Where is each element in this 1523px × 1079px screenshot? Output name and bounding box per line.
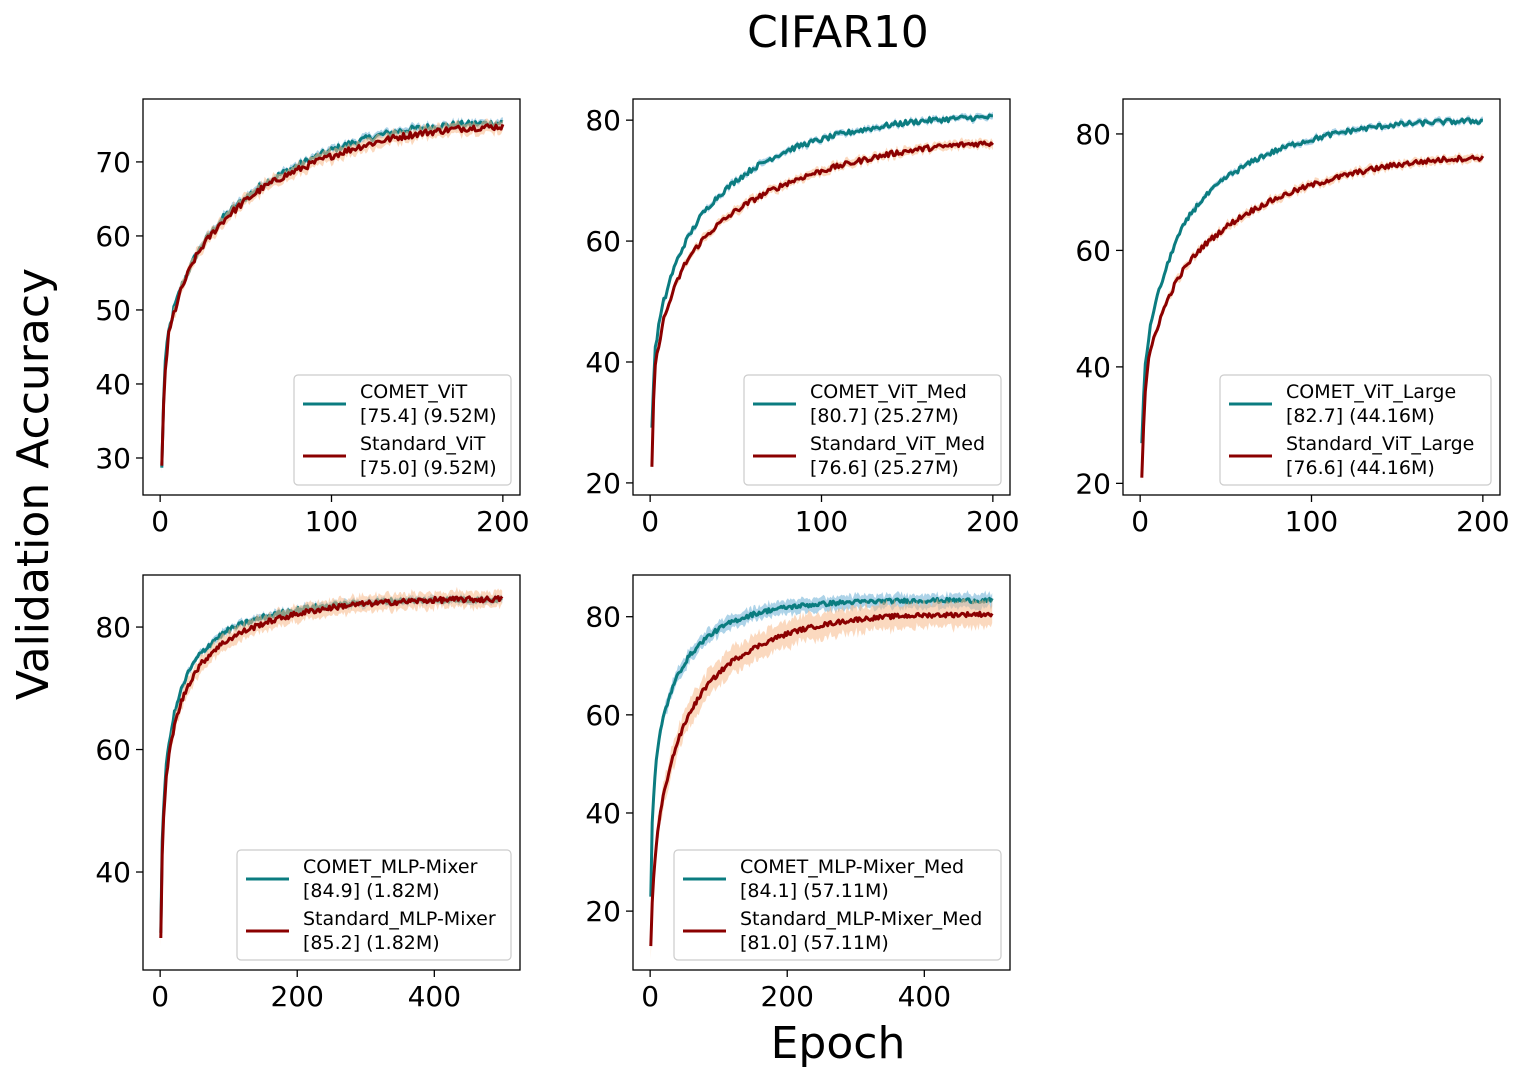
x-tick-label: 100 xyxy=(795,505,848,538)
x-tick-label: 400 xyxy=(408,980,461,1013)
legend-box xyxy=(743,374,1002,486)
subplot-2: 0 100 200 20 40 60 80 COMET_ViT_Med[80.7] (25.2… xyxy=(585,98,1020,538)
legend-label-stats: [85.2] (1.82M) xyxy=(303,932,440,954)
subplot-5: 0 200 400 20 40 60 80 COMET_MLP-Mixer_Med[84.1]… xyxy=(585,574,1011,1013)
x-tick-label: 200 xyxy=(1456,505,1509,538)
plot-area xyxy=(649,590,994,960)
y-tick-label: 70 xyxy=(95,146,131,179)
plot-area xyxy=(650,111,994,473)
subplot-4: 0 200 400 40 60 80 COMET_MLP-Mixer[84.9] (1.82… xyxy=(95,574,521,1013)
x-tick-label: 400 xyxy=(898,980,951,1013)
legend: COMET_ViT[75.4] (9.52M) Standard_ViT[75.0… xyxy=(293,374,512,486)
x-tick-label: 200 xyxy=(761,980,814,1013)
x-tick-label: 200 xyxy=(271,980,324,1013)
legend-label-stats: [75.0] (9.52M) xyxy=(360,457,497,479)
plot-area xyxy=(1140,115,1485,482)
y-tick-label: 60 xyxy=(585,225,621,258)
legend-label-stats: [82.7] (44.16M) xyxy=(1286,405,1435,427)
x-tick-label: 0 xyxy=(641,505,659,538)
legend-label: COMET_MLP-Mixer xyxy=(303,856,478,878)
axes-frame xyxy=(142,574,521,971)
legend-label-stats: [81.0] (57.11M) xyxy=(740,932,889,954)
legend-box xyxy=(1219,374,1492,486)
y-tick-label: 20 xyxy=(1075,467,1111,500)
figure-y-axis-label: Validation Accuracy xyxy=(8,268,59,700)
legend-label-stats: [84.1] (57.11M) xyxy=(740,880,889,902)
y-tick-label: 80 xyxy=(585,104,621,137)
legend-label: Standard_MLP-Mixer xyxy=(303,908,496,930)
y-tick-label: 40 xyxy=(585,797,621,830)
legend-box xyxy=(293,374,512,486)
legend-label-stats: [76.6] (25.27M) xyxy=(810,457,959,479)
y-tick-label: 40 xyxy=(585,346,621,379)
legend-label: COMET_ViT_Large xyxy=(1286,381,1456,403)
legend-label: COMET_ViT_Med xyxy=(810,381,967,403)
legend-label-stats: [76.6] (44.16M) xyxy=(1286,457,1435,479)
figure-x-axis-label: Epoch xyxy=(771,1018,906,1069)
x-tick-label: 200 xyxy=(966,505,1019,538)
legend-box xyxy=(673,849,1002,961)
y-tick-label: 20 xyxy=(585,895,621,928)
axes-frame xyxy=(632,574,1011,971)
x-tick-label: 0 xyxy=(1131,505,1149,538)
x-tick-label: 100 xyxy=(1285,505,1338,538)
y-tick-label: 20 xyxy=(585,467,621,500)
y-tick-label: 40 xyxy=(1075,351,1111,384)
y-tick-label: 60 xyxy=(1075,234,1111,267)
subplot-3: 0 100 200 20 40 60 80 COMET_ViT_Large[82.7] (44… xyxy=(1075,98,1510,538)
series-line-Standard_ViT_Med xyxy=(650,140,994,467)
series-line-Standard_MLP-Mixer xyxy=(159,595,504,939)
legend-label: COMET_ViT xyxy=(360,381,468,403)
series-line-COMET_ViT_Med xyxy=(650,113,993,428)
y-tick-label: 50 xyxy=(95,294,131,327)
subplot-1: 0 100 200 30 40 50 60 70 COMET_ViT[75.4] (9.52M)… xyxy=(95,98,530,538)
legend-label-stats: [80.7] (25.27M) xyxy=(810,405,959,427)
legend: COMET_ViT_Med[80.7] (25.27M) Standard_ViT… xyxy=(743,374,1002,486)
legend: COMET_MLP-Mixer[84.9] (1.82M) Standard_ML… xyxy=(236,849,512,961)
legend-box xyxy=(236,849,512,961)
plot-area xyxy=(160,117,505,473)
series-line-COMET_MLP-Mixer_Med xyxy=(649,596,994,897)
y-tick-label: 60 xyxy=(95,734,131,767)
plot-area xyxy=(159,586,504,947)
y-tick-label: 80 xyxy=(585,601,621,634)
legend-label: COMET_MLP-Mixer_Med xyxy=(740,856,964,878)
series-line-COMET_ViT_Large xyxy=(1140,117,1483,444)
x-tick-label: 0 xyxy=(641,980,659,1013)
legend-label: Standard_ViT_Med xyxy=(810,433,985,455)
legend-label-stats: [75.4] (9.52M) xyxy=(360,405,497,427)
y-tick-label: 60 xyxy=(585,699,621,732)
legend-label: Standard_ViT xyxy=(360,433,486,455)
y-tick-label: 40 xyxy=(95,856,131,889)
series-line-Standard_ViT xyxy=(160,123,505,466)
legend-label: Standard_MLP-Mixer_Med xyxy=(740,908,982,930)
legend-label-stats: [84.9] (1.82M) xyxy=(303,880,440,902)
legend: COMET_MLP-Mixer_Med[84.1] (57.11M) Standa… xyxy=(673,849,1002,961)
series-line-Standard_MLP-Mixer_Med xyxy=(649,610,994,947)
figure-title: CIFAR10 xyxy=(747,7,929,58)
x-tick-label: 0 xyxy=(151,980,169,1013)
y-tick-label: 80 xyxy=(95,611,131,644)
x-tick-label: 0 xyxy=(151,505,169,538)
y-tick-label: 40 xyxy=(95,368,131,401)
legend-label: Standard_ViT_Large xyxy=(1286,433,1474,455)
x-tick-label: 100 xyxy=(305,505,358,538)
y-tick-label: 30 xyxy=(95,442,131,475)
y-tick-label: 80 xyxy=(1075,118,1111,151)
y-tick-label: 60 xyxy=(95,220,131,253)
legend: COMET_ViT_Large[82.7] (44.16M) Standard_V… xyxy=(1219,374,1492,486)
series-line-Standard_ViT_Large xyxy=(1140,154,1485,478)
x-tick-label: 200 xyxy=(476,505,529,538)
